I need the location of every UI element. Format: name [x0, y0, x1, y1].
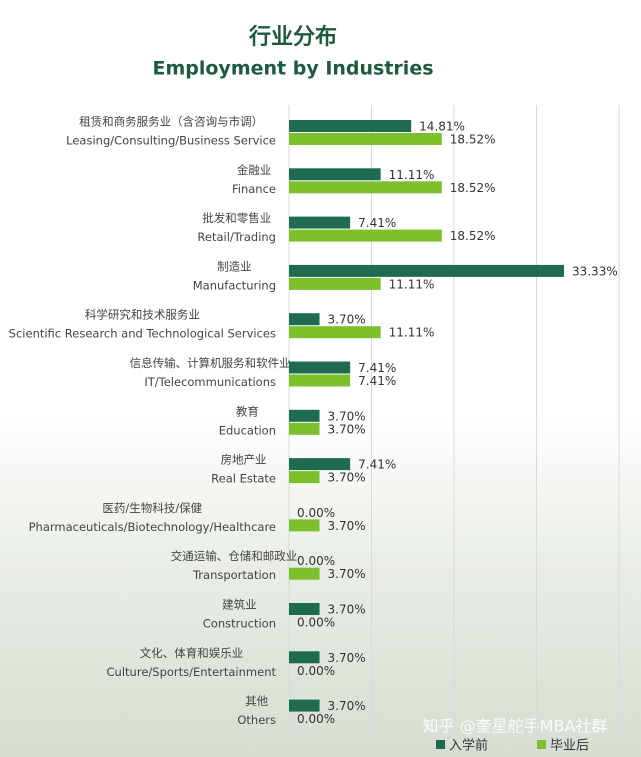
- category-label-cn: 批发和零售业: [202, 211, 271, 225]
- bar: [289, 168, 381, 181]
- category-label: Transportation: [192, 568, 276, 582]
- bar: [289, 458, 351, 471]
- value-label: 3.70%: [328, 519, 366, 533]
- value-label: 3.70%: [328, 651, 366, 665]
- category-label: Scientific Research and Technological Se…: [9, 327, 276, 341]
- bar: [289, 326, 381, 339]
- category-label: Culture/Sports/Entertainment: [107, 665, 277, 679]
- bar: [289, 229, 442, 242]
- value-label: 7.41%: [358, 361, 396, 375]
- value-label: 3.70%: [328, 313, 366, 327]
- bar: [289, 422, 320, 435]
- category-label-cn: 文化、体育和娱乐业: [140, 646, 244, 660]
- bar: [289, 519, 320, 532]
- category-label-cn: 制造业: [217, 259, 252, 273]
- category-label: Retail/Trading: [197, 230, 276, 244]
- category-label-cn: 科学研究和技术服务业: [85, 308, 200, 322]
- chart-title: 行业分布: [248, 24, 337, 50]
- value-label: 0.00%: [297, 506, 335, 520]
- bar: [289, 277, 381, 290]
- category-label-cn: 交通运输、仓储和邮政业: [171, 549, 298, 563]
- legend-swatch: [436, 740, 445, 749]
- legend-label: 入学前: [449, 738, 488, 754]
- category-label-cn: 信息传输、计算机服务和软件业: [130, 356, 291, 370]
- value-label: 7.41%: [358, 458, 396, 472]
- category-label: Pharmaceuticals/Biotechnology/Healthcare: [29, 520, 276, 534]
- bar: [289, 374, 351, 387]
- category-label-cn: 房地产业: [221, 453, 267, 467]
- bar: [289, 120, 412, 132]
- category-label: Finance: [232, 182, 276, 196]
- category-label: Real Estate: [211, 472, 276, 486]
- category-label: Education: [219, 423, 276, 437]
- value-label: 14.81%: [419, 120, 465, 134]
- bar: [289, 699, 320, 712]
- category-label-cn: 租赁和商务服务业（含咨询与市调）: [79, 115, 263, 129]
- value-label: 7.41%: [358, 216, 396, 230]
- value-label: 3.70%: [328, 699, 366, 713]
- value-label: 0.00%: [297, 616, 335, 630]
- category-label-cn: 金融业: [237, 163, 272, 177]
- legend-swatch: [537, 740, 546, 749]
- bar: [289, 181, 442, 194]
- value-label: 3.70%: [328, 567, 366, 581]
- value-label: 0.00%: [297, 712, 335, 726]
- watermark: 知乎 @奎星舵手MBA社群: [423, 717, 608, 736]
- value-label: 18.52%: [450, 181, 496, 195]
- value-label: 3.70%: [328, 422, 366, 436]
- value-label: 3.70%: [328, 409, 366, 423]
- value-label: 0.00%: [297, 664, 335, 678]
- bar: [289, 409, 320, 422]
- value-label: 11.11%: [389, 277, 435, 291]
- value-label: 18.52%: [450, 133, 496, 147]
- bar: [289, 651, 320, 664]
- value-label: 0.00%: [297, 554, 335, 568]
- value-label: 11.11%: [389, 168, 435, 182]
- bar: [289, 264, 564, 277]
- category-label: Manufacturing: [193, 278, 276, 292]
- bar: [289, 603, 320, 615]
- bar: [289, 133, 442, 145]
- category-label-cn: 教育: [236, 404, 259, 418]
- value-label: 7.41%: [358, 374, 396, 388]
- category-label: IT/Telecommunications: [144, 375, 276, 389]
- category-label-cn: 医药/生物科技/保健: [102, 501, 202, 515]
- value-label: 18.52%: [450, 229, 496, 243]
- category-label: Construction: [203, 617, 276, 631]
- bar: [289, 313, 320, 326]
- bar: [289, 471, 320, 484]
- bar: [289, 361, 351, 374]
- value-label: 3.70%: [328, 471, 366, 485]
- value-label: 33.33%: [572, 264, 618, 278]
- value-label: 3.70%: [328, 603, 366, 617]
- category-label: Leasing/Consulting/Business Service: [66, 134, 276, 148]
- bar: [289, 567, 320, 580]
- category-label-cn: 建筑业: [222, 598, 257, 612]
- value-label: 11.11%: [389, 326, 435, 340]
- bar: [289, 216, 351, 229]
- chart-subtitle: Employment by Industries: [152, 58, 433, 80]
- category-label-cn: 其他: [245, 694, 268, 708]
- category-label: Others: [237, 713, 276, 727]
- legend-label: 毕业后: [550, 739, 589, 754]
